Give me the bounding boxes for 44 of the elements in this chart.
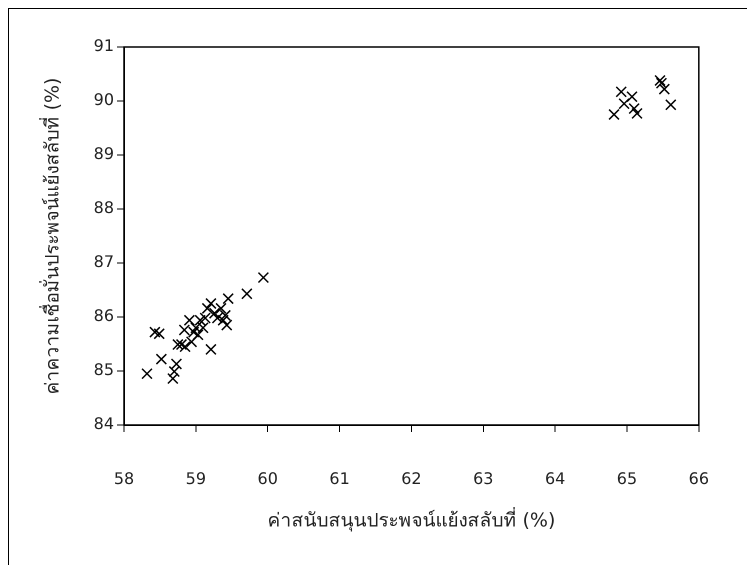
point — [179, 341, 191, 352]
x-tick-label: 60 — [258, 468, 278, 488]
point — [172, 338, 184, 350]
y-tick-label: 90 — [94, 90, 114, 110]
x-tick-label: 61 — [329, 468, 350, 488]
y-tick-label: 86 — [94, 306, 114, 326]
point — [258, 272, 270, 284]
point — [184, 314, 196, 326]
point — [222, 292, 234, 304]
point — [190, 322, 202, 334]
point — [212, 312, 224, 324]
point — [241, 288, 253, 300]
x-tick-label: 63 — [473, 468, 494, 488]
point — [631, 108, 643, 120]
point — [658, 83, 670, 95]
point — [178, 324, 190, 336]
y-tick-label: 88 — [94, 198, 114, 218]
point — [192, 329, 204, 341]
y-tick-label: 91 — [94, 36, 114, 56]
point — [176, 338, 188, 350]
y-axis-title: ค่าความเชื่อมั่นประพจน์แย้งสลับที่ (%) — [38, 78, 64, 394]
point — [156, 353, 168, 365]
point — [205, 344, 217, 356]
x-tick-label: 66 — [688, 468, 709, 488]
y-tick-label: 87 — [94, 252, 114, 272]
point — [656, 77, 668, 89]
point — [205, 298, 217, 310]
point — [208, 308, 220, 319]
x-tick-label: 64 — [544, 468, 566, 488]
point — [665, 99, 676, 110]
y-tick-label: 89 — [94, 144, 114, 164]
y-tick-label: 85 — [94, 360, 114, 380]
point — [654, 74, 666, 86]
x-tick-label: 58 — [114, 468, 134, 488]
point — [149, 326, 161, 338]
x-axis-title: ค่าสนับสนุนประพจน์แย้งสลับที่ (%) — [267, 506, 556, 533]
point — [194, 314, 206, 326]
y-tick-label: 84 — [94, 414, 114, 434]
point — [141, 368, 153, 380]
x-tick-label: 65 — [616, 468, 638, 488]
point — [154, 328, 165, 340]
x-tick-label: 62 — [401, 468, 422, 488]
x-tick-label: 59 — [186, 468, 206, 488]
point — [608, 108, 620, 120]
